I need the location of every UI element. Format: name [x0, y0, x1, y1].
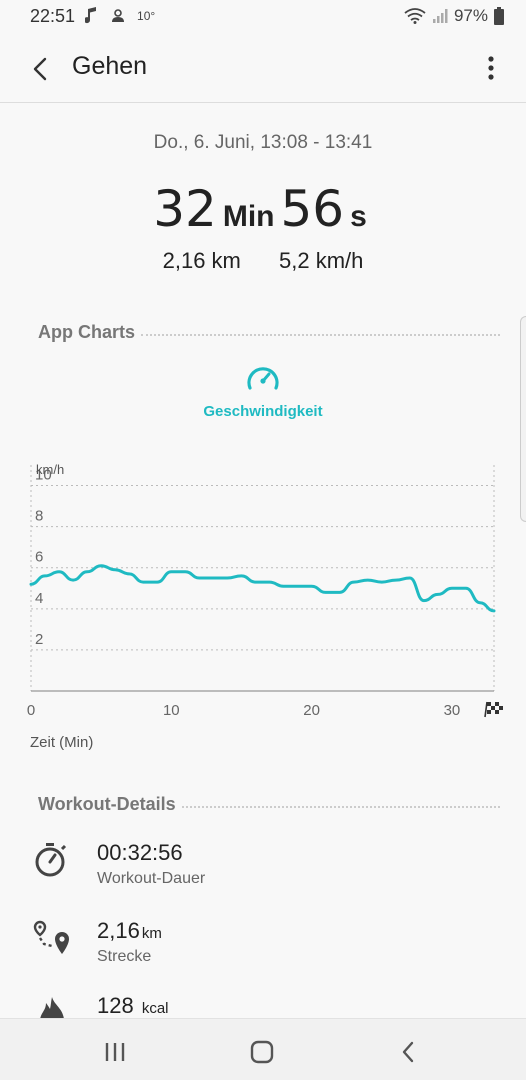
x-tick-label: 30: [444, 702, 461, 719]
system-nav-bar: [0, 1018, 526, 1080]
battery-percent: 97%: [453, 6, 488, 25]
summary-stats: 2,16 km 5,2 km/h: [0, 248, 526, 274]
x-tick-label: 20: [303, 702, 320, 719]
detail-duration: 00:32:56 Workout-Dauer: [0, 840, 526, 910]
y-tick-label: 10: [35, 467, 52, 484]
section-divider: [181, 805, 500, 808]
wifi-icon: [404, 8, 426, 24]
x-axis-label: Zeit (Min): [30, 734, 93, 751]
more-vert-icon[interactable]: [486, 54, 496, 82]
signal-icon: [432, 9, 448, 23]
page-title: Gehen: [72, 52, 148, 80]
detail-calories-unit: kcal: [141, 1000, 169, 1017]
status-time: 22:51: [30, 5, 76, 26]
status-bar: 22:51 10° 97%: [0, 0, 526, 32]
y-tick-label: 2: [35, 631, 43, 648]
series-line-speed: [29, 564, 496, 613]
weather-icon: [112, 9, 125, 22]
duration-seconds: 56: [280, 180, 345, 238]
tab-speed[interactable]: Geschwindigkeit: [0, 364, 526, 420]
speed-chart: 2 4 6 8 10 0 10 20 30 km/h Zeit (Min): [0, 455, 526, 755]
y-tick-label: 8: [35, 508, 43, 525]
duration-sec-unit: s: [350, 200, 367, 233]
tab-speed-label: Geschwindigkeit: [203, 403, 323, 420]
detail-calories-value: 128 kcal: [97, 993, 169, 1019]
detail-distance-label: Strecke: [97, 948, 152, 965]
workout-details-header: Workout-Details: [38, 794, 500, 815]
app-bar-divider: [0, 102, 526, 103]
x-tick-label: 0: [27, 702, 35, 719]
edge-panel-handle[interactable]: [520, 316, 526, 522]
detail-distance: 2,16 km Strecke: [0, 918, 526, 988]
weather-temp: 10°: [137, 9, 156, 23]
workout-details-title: Workout-Details: [38, 794, 176, 814]
speedometer-icon: [247, 367, 279, 390]
music-note-icon: [85, 7, 97, 24]
y-tick-label: 6: [35, 549, 43, 566]
summary-speed: 5,2 km/h: [279, 248, 364, 273]
detail-calories-number: 128: [97, 993, 134, 1018]
x-tick-label: 10: [163, 702, 180, 719]
finish-flag-icon: [484, 701, 503, 718]
duration-min-unit: Min: [222, 200, 275, 233]
route-icon: [33, 920, 69, 954]
duration-display: 32 Min 56 s: [0, 180, 526, 238]
battery-icon: [494, 7, 504, 25]
back-arrow-icon[interactable]: [26, 54, 56, 84]
detail-distance-unit: km: [141, 925, 162, 942]
detail-duration-value: 00:32:56: [97, 840, 183, 865]
speed-chart-svg: 2 4 6 8 10 0 10 20 30 km/h Zeit (Min): [27, 462, 503, 751]
app-bar: Gehen: [0, 32, 526, 102]
date-range: Do., 6. Juni, 13:08 - 13:41: [153, 132, 373, 153]
detail-duration-label: Workout-Dauer: [97, 870, 206, 887]
back-icon[interactable]: [396, 1039, 422, 1065]
app-charts-title: App Charts: [38, 322, 136, 342]
duration-minutes: 32: [153, 180, 217, 238]
detail-distance-value: 2,16 km: [97, 918, 162, 944]
section-divider: [141, 333, 500, 336]
stopwatch-icon: [35, 843, 67, 877]
detail-distance-number: 2,16: [97, 918, 140, 943]
recent-apps-icon[interactable]: [102, 1039, 128, 1065]
y-tick-label: 4: [35, 590, 43, 607]
summary-distance: 2,16 km: [162, 248, 241, 273]
home-icon[interactable]: [249, 1039, 275, 1065]
app-charts-header: App Charts: [38, 322, 500, 343]
y-axis-label: km/h: [36, 462, 64, 477]
